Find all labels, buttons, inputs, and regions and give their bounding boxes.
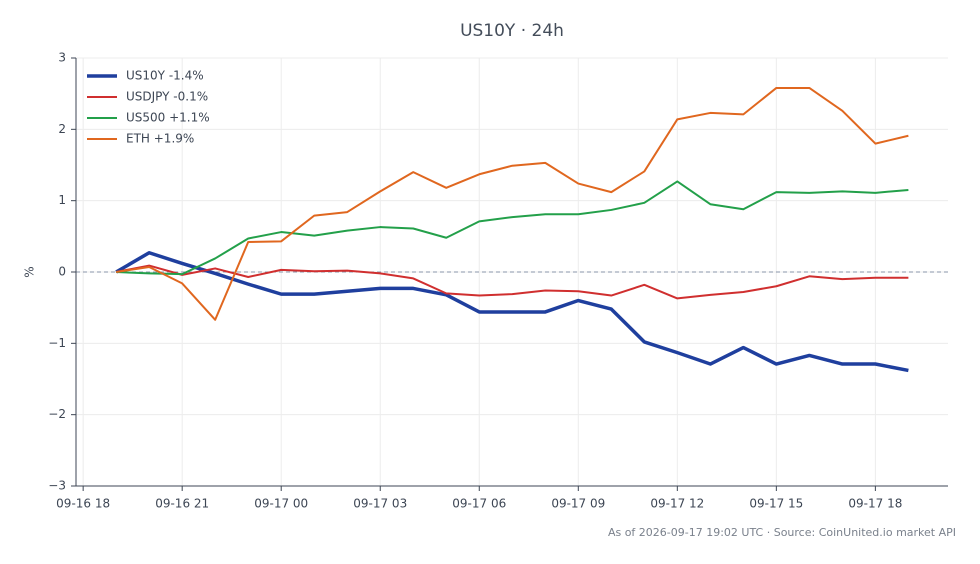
legend-label: US500 +1.1%: [126, 111, 210, 125]
legend-label: US10Y -1.4%: [126, 69, 204, 83]
x-tick-label: 09-17 15: [749, 497, 803, 511]
series-line: [116, 86, 909, 321]
x-tick-label: 09-17 09: [551, 497, 605, 511]
x-tick-label: 09-17 06: [452, 497, 506, 511]
x-tick-label: 09-16 21: [155, 497, 209, 511]
series-line: [116, 180, 909, 276]
x-tick-label: 09-16 18: [56, 497, 110, 511]
series-line: [115, 250, 909, 373]
x-tick-label: 09-17 18: [848, 497, 902, 511]
x-tick-label: 09-17 00: [254, 497, 308, 511]
x-tick-label: 09-17 12: [650, 497, 704, 511]
legend-label: USDJPY -0.1%: [126, 90, 208, 104]
series-line: [115, 264, 909, 300]
y-tick-label: −1: [48, 336, 66, 350]
legend-label: ETH +1.9%: [126, 132, 194, 146]
y-tick-label: −3: [48, 479, 66, 493]
y-tick-label: 2: [58, 122, 66, 136]
y-tick-label: 0: [58, 265, 66, 279]
y-tick-label: −2: [48, 407, 66, 421]
y-tick-label: 3: [58, 51, 66, 65]
y-axis-label: %: [23, 266, 37, 277]
chart-title: US10Y · 24h: [460, 21, 564, 41]
y-tick-label: 1: [58, 193, 66, 207]
footer: As of 2026-09-17 19:02 UTC · Source: Coi…: [608, 526, 956, 539]
x-tick-label: 09-17 03: [353, 497, 407, 511]
